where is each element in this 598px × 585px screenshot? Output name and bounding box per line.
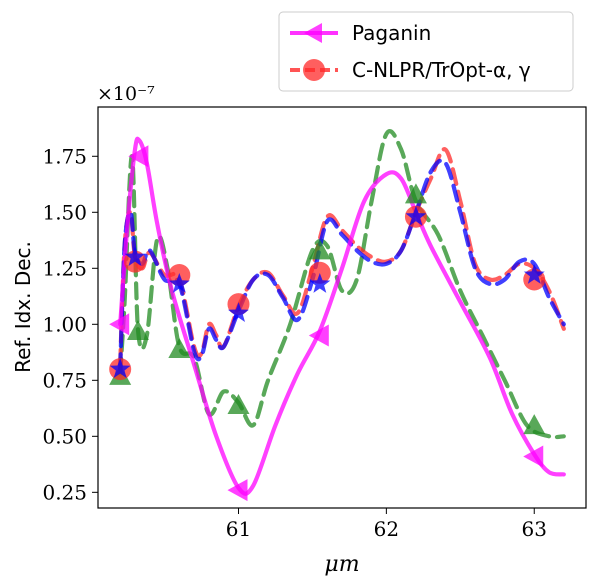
- series-2-marker: [523, 264, 545, 284]
- x-tick-label: 63: [522, 517, 547, 541]
- series-3-marker: [404, 183, 427, 204]
- legend-box: [278, 11, 574, 92]
- series-2-marker: [405, 205, 427, 226]
- series-3-marker: [227, 393, 250, 414]
- series-0-marker: [109, 313, 130, 336]
- y-axis-label: Ref. Idx. Dec.: [11, 241, 35, 373]
- x-tick-label: 62: [374, 517, 399, 541]
- legend-marker-cnlpr: [303, 59, 325, 81]
- series-3-marker: [126, 320, 149, 341]
- x-axis-label: μm: [324, 552, 359, 577]
- series-0-marker: [227, 479, 248, 502]
- legend-entry-cnlpr: C-NLPR/TrOpt-α, γ: [290, 58, 531, 82]
- series-3-marker: [523, 414, 546, 435]
- series-3-marker: [168, 337, 191, 358]
- y-tick-label: 0.25: [42, 480, 87, 504]
- y-offset-text: ×10⁻⁷: [97, 83, 155, 105]
- series-line-2: [118, 158, 566, 372]
- series-line-1: [118, 147, 566, 367]
- series-2-marker: [109, 358, 131, 378]
- series-2-marker: [168, 273, 190, 293]
- legend-label-cnlpr: C-NLPR/TrOpt-α, γ: [352, 58, 531, 82]
- y-tick-label: 0.75: [42, 368, 87, 392]
- plot-markers: [109, 145, 546, 502]
- series-line-3: [118, 129, 566, 440]
- y-tick-label: 1.00: [42, 312, 87, 336]
- legend-entry-paganin: Paganin: [290, 21, 431, 45]
- legend: Paganin C-NLPR/TrOpt-α, γ: [278, 11, 574, 92]
- series-3-marker: [308, 239, 331, 260]
- y-tick-label: 1.25: [42, 256, 87, 280]
- plot-frame: [97, 106, 587, 509]
- series-2-marker: [124, 246, 146, 266]
- series-0-marker: [308, 324, 329, 347]
- legend-marker-paganin: [304, 23, 322, 43]
- series-2-marker: [228, 302, 249, 322]
- series-0-marker: [128, 145, 149, 168]
- y-axis: 0.25 0.50 0.75 1.00 1.25 1.50 1.75: [42, 144, 98, 504]
- series-1-marker: [308, 261, 331, 284]
- x-tick-label: 61: [226, 517, 251, 541]
- series-0-marker: [523, 445, 544, 468]
- legend-label-paganin: Paganin: [352, 21, 431, 45]
- plot-lines: [118, 129, 566, 496]
- y-tick-label: 0.50: [42, 424, 87, 448]
- y-tick-label: 1.75: [42, 144, 87, 168]
- series-2-marker: [309, 273, 331, 293]
- x-axis: 61 62 63: [226, 508, 547, 541]
- y-tick-label: 1.50: [42, 200, 87, 224]
